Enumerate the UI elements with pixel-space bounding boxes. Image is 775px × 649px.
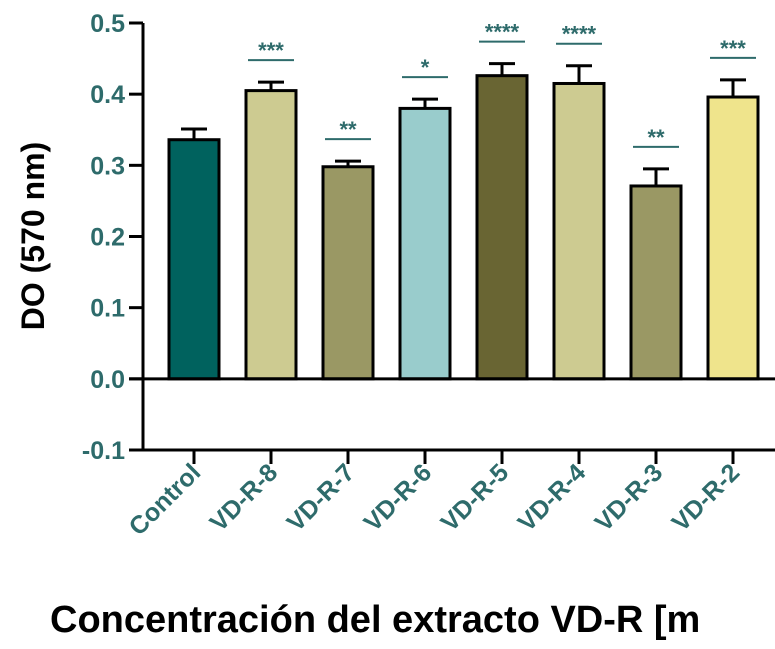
x-ticks-group: ControlVD-R-8VD-R-7VD-R-6VD-R-5VD-R-4VD-…: [124, 450, 746, 541]
x-tick-label: VD-R-5: [436, 458, 515, 537]
significance-label-vd-r-7: **: [339, 117, 357, 142]
y-axis-label: DO (570 nm): [15, 142, 51, 330]
bar-vd-r-8: [244, 89, 298, 381]
significance-group: ********** *********: [248, 20, 756, 150]
bars-group: [167, 74, 760, 381]
bar-vd-r-5: [475, 74, 529, 381]
bar-vd-r-6: [398, 106, 452, 381]
x-tick-label: Control: [124, 458, 207, 541]
bar-vd-r-2: [706, 95, 760, 381]
x-tick-label: VD-R-6: [359, 458, 438, 537]
y-tick-label: 0.0: [90, 366, 125, 394]
x-tick-label: VD-R-4: [513, 458, 592, 537]
bar-vd-r-3: [629, 184, 683, 381]
significance-label-vd-r-3: **: [647, 125, 665, 150]
y-tick-label: 0.5: [90, 10, 125, 38]
bar-vd-r-7: [321, 165, 375, 381]
significance-label-vd-r-8: ***: [258, 38, 284, 63]
significance-label-vd-r-6: *: [421, 55, 430, 80]
bar-vd-r-4: [552, 81, 606, 381]
error-bars-group: [181, 62, 746, 186]
x-tick-label: VD-R-2: [667, 458, 746, 537]
y-tick-label: 0.4: [90, 81, 125, 109]
y-tick-label: -0.1: [82, 437, 125, 465]
y-ticks-group: -0.1 0.0 0.1 0.2 0.3 0.4 0.5: [82, 10, 143, 465]
x-axis-label: Concentración del extracto VD-R [m: [50, 599, 700, 641]
x-tick-label: VD-R-8: [205, 458, 284, 537]
significance-label-vd-r-5: ****: [485, 20, 520, 45]
x-tick-label: VD-R-3: [590, 458, 669, 537]
significance-label-vd-r-2: ***: [720, 36, 746, 61]
bar-control: [167, 138, 221, 381]
y-tick-label: 0.1: [90, 295, 125, 323]
significance-label-vd-r-4: ****: [562, 22, 597, 47]
x-tick-label: VD-R-7: [282, 458, 361, 537]
y-tick-label: 0.2: [90, 224, 125, 252]
y-tick-label: 0.3: [90, 152, 125, 180]
